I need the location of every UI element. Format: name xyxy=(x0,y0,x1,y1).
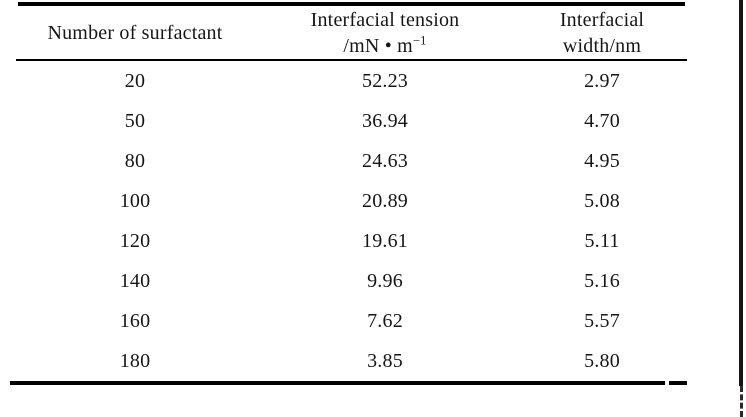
table-row: 160 7.62 5.57 xyxy=(17,301,687,341)
cell-interfacial-width: 5.57 xyxy=(584,309,620,332)
cell-interfacial-tension: 19.61 xyxy=(362,229,408,252)
cell-surfactant-count: 160 xyxy=(119,309,151,332)
cell-surfactant-count: 80 xyxy=(124,149,146,172)
cell-surfactant-count: 120 xyxy=(119,229,151,252)
header-separator-rule xyxy=(16,59,687,61)
table-bottom-rule xyxy=(10,381,687,385)
cell-interfacial-width: 4.95 xyxy=(584,149,620,172)
table-row: 100 20.89 5.08 xyxy=(17,181,687,221)
cell-surfactant-count: 140 xyxy=(119,269,151,292)
header-label-line1: Interfacial tension xyxy=(310,8,460,31)
header-label-line2: width/nm xyxy=(562,34,642,57)
unit-base: /mN • m xyxy=(343,34,413,57)
cell-surfactant-count: 100 xyxy=(119,189,151,212)
cell-surfactant-count: 180 xyxy=(119,349,151,372)
table-row: 180 3.85 5.80 xyxy=(17,341,687,381)
cell-interfacial-tension: 3.85 xyxy=(367,349,403,372)
cell-interfacial-tension: 7.62 xyxy=(367,309,403,332)
table-row: 80 24.63 4.95 xyxy=(17,141,687,181)
header-interfacial-tension: Interfacial tension /mN • m−1 xyxy=(253,6,517,59)
scan-edge-dashes xyxy=(740,386,743,417)
table-top-rule xyxy=(18,2,685,6)
cell-interfacial-tension: 24.63 xyxy=(362,149,408,172)
cell-interfacial-width: 5.80 xyxy=(584,349,620,372)
unit-exponent: −1 xyxy=(412,32,427,47)
table-row: 140 9.96 5.16 xyxy=(17,261,687,301)
header-label: Number of surfactant xyxy=(47,21,223,44)
cell-interfacial-width: 4.70 xyxy=(584,109,620,132)
cell-interfacial-width: 5.11 xyxy=(584,229,620,252)
table-row: 120 19.61 5.11 xyxy=(17,221,687,261)
cell-interfacial-tension: 52.23 xyxy=(362,69,408,92)
cell-interfacial-width: 2.97 xyxy=(584,69,620,92)
cell-surfactant-count: 50 xyxy=(124,109,146,132)
cell-interfacial-width: 5.08 xyxy=(584,189,620,212)
header-interfacial-width: Interfacial width/nm xyxy=(517,6,687,59)
header-number-of-surfactant: Number of surfactant xyxy=(17,6,253,59)
table-row: 50 36.94 4.70 xyxy=(17,101,687,141)
table-body: 20 52.23 2.97 50 36.94 4.70 80 24.63 4.9… xyxy=(17,61,687,381)
data-table: Number of surfactant Interfacial tension… xyxy=(10,2,687,385)
cell-interfacial-tension: 9.96 xyxy=(367,269,403,292)
cell-surfactant-count: 20 xyxy=(124,69,146,92)
table-row: 20 52.23 2.97 xyxy=(17,61,687,101)
table-header-row: Number of surfactant Interfacial tension… xyxy=(17,6,687,59)
cell-interfacial-width: 5.16 xyxy=(584,269,620,292)
scan-edge-line xyxy=(739,0,743,386)
header-label-line1: Interfacial xyxy=(559,8,645,31)
cell-interfacial-tension: 20.89 xyxy=(362,189,408,212)
header-label-line2: /mN • m−1 xyxy=(253,33,517,59)
cell-interfacial-tension: 36.94 xyxy=(362,109,408,132)
